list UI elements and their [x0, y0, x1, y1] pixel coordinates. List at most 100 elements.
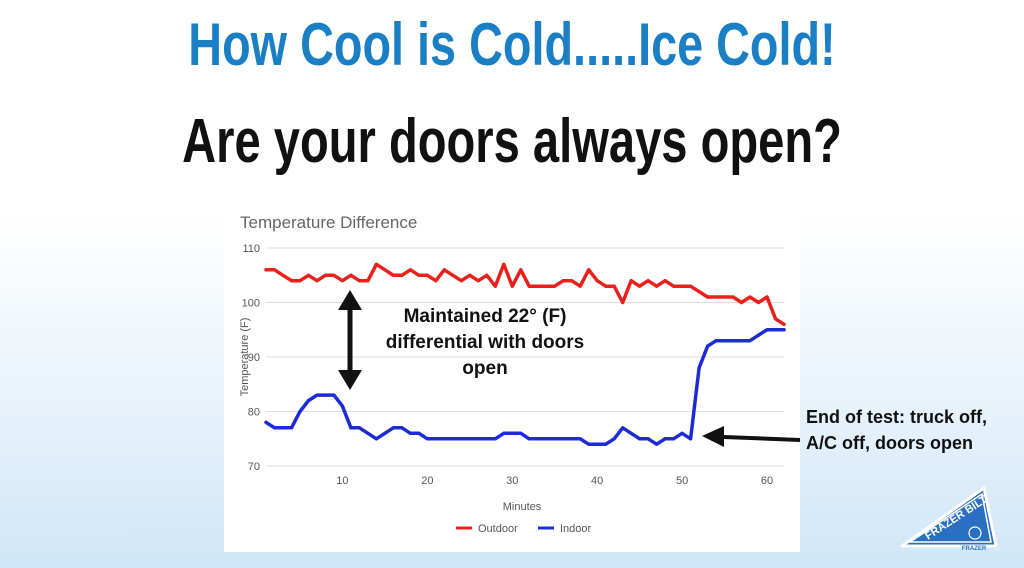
- data-point-outdoor: [773, 317, 778, 321]
- data-point-indoor: [281, 426, 285, 430]
- data-point-indoor: [400, 426, 404, 430]
- data-point-outdoor: [714, 295, 718, 299]
- data-point-indoor: [714, 339, 718, 343]
- slide-title: How Cool is Cold.....Ice Cold!: [188, 11, 836, 78]
- data-point-outdoor: [612, 284, 616, 288]
- differential-arrow-head-up: [338, 290, 362, 310]
- data-point-outdoor: [340, 279, 345, 283]
- data-point-indoor: [629, 431, 633, 435]
- data-point-outdoor: [553, 284, 557, 288]
- annotation-maintained-differential: Maintained 22° (F) differential with doo…: [385, 306, 585, 379]
- data-point-outdoor: [306, 273, 311, 277]
- data-point-indoor: [383, 431, 387, 435]
- data-point-outdoor: [264, 268, 268, 272]
- data-point-indoor: [366, 431, 370, 435]
- data-point-indoor: [578, 437, 582, 441]
- data-point-outdoor: [782, 322, 786, 326]
- legend-label-outdoor: Outdoor: [478, 523, 518, 535]
- y-tick-label: 100: [242, 298, 260, 310]
- data-point-indoor: [340, 404, 345, 408]
- data-point-outdoor: [544, 284, 548, 288]
- data-point-indoor: [782, 328, 786, 332]
- data-point-outdoor: [510, 284, 514, 288]
- data-point-indoor: [451, 437, 455, 441]
- data-point-outdoor: [272, 268, 277, 272]
- data-point-outdoor: [672, 284, 676, 288]
- data-point-outdoor: [502, 262, 506, 266]
- data-point-indoor: [315, 393, 319, 397]
- data-point-indoor: [391, 426, 395, 430]
- data-point-indoor: [510, 431, 514, 435]
- data-point-outdoor: [417, 273, 421, 277]
- end-of-test-arrow-shaft: [723, 435, 800, 442]
- data-point-outdoor: [604, 284, 608, 288]
- data-point-indoor: [697, 366, 701, 370]
- data-point-outdoor: [485, 273, 489, 277]
- data-point-outdoor: [561, 279, 565, 283]
- data-point-outdoor: [629, 279, 633, 283]
- data-point-indoor: [553, 437, 557, 441]
- chart-title: Temperature Difference: [240, 213, 417, 232]
- data-point-indoor: [646, 437, 650, 441]
- data-point-outdoor: [570, 279, 574, 283]
- chart-card: Temperature Difference 70 80 90 100 110 10 20 30…: [224, 200, 800, 552]
- data-point-indoor: [459, 437, 463, 441]
- data-point-indoor: [425, 437, 429, 441]
- data-point-indoor: [561, 437, 565, 441]
- data-point-outdoor: [400, 273, 404, 277]
- data-point-outdoor: [391, 273, 395, 277]
- data-point-indoor: [374, 437, 378, 441]
- data-point-indoor: [519, 431, 523, 435]
- data-point-outdoor: [442, 268, 446, 272]
- data-point-outdoor: [655, 284, 659, 288]
- data-point-outdoor: [595, 279, 599, 283]
- data-point-outdoor: [680, 284, 684, 288]
- data-point-indoor: [323, 393, 328, 397]
- data-point-outdoor: [739, 300, 744, 305]
- x-tick-label: 10: [336, 475, 348, 487]
- data-point-outdoor: [756, 300, 761, 305]
- data-point-outdoor: [315, 279, 319, 283]
- data-point-outdoor: [408, 268, 412, 272]
- data-point-outdoor: [425, 273, 429, 277]
- x-tick-label: 50: [676, 475, 688, 487]
- data-point-indoor: [688, 437, 693, 441]
- data-point-outdoor: [621, 300, 625, 305]
- data-point-indoor: [544, 437, 548, 441]
- data-point-indoor: [272, 426, 277, 430]
- slide-subtitle: Are your doors always open?: [182, 107, 842, 176]
- end-of-test-arrow-head: [702, 426, 724, 447]
- data-point-indoor: [357, 426, 362, 430]
- x-tick-label: 20: [421, 475, 433, 487]
- data-point-indoor: [748, 339, 752, 343]
- data-point-indoor: [468, 437, 472, 441]
- x-tick-label: 60: [761, 475, 773, 487]
- data-point-indoor: [332, 393, 336, 397]
- y-tick-label: 70: [248, 461, 260, 473]
- legend-label-indoor: Indoor: [560, 523, 592, 535]
- data-point-indoor: [756, 333, 761, 337]
- y-tick-label: 90: [248, 352, 260, 364]
- temperature-chart: Temperature Difference 70 80 90 100 110 10 20 30…: [239, 213, 800, 535]
- data-point-outdoor: [697, 290, 701, 294]
- data-point-indoor: [587, 442, 591, 446]
- data-point-outdoor: [705, 295, 710, 299]
- data-point-outdoor: [468, 273, 472, 277]
- x-tick-label: 30: [506, 475, 518, 487]
- logo-sub-text: FRAZER: [962, 546, 987, 552]
- data-point-outdoor: [374, 262, 378, 266]
- data-point-indoor: [604, 442, 608, 446]
- data-point-indoor: [722, 339, 727, 343]
- differential-arrow-head-down: [338, 370, 362, 390]
- annotation-end-of-test: End of test: truck off, A/C off, doors o…: [806, 407, 987, 453]
- data-point-outdoor: [519, 268, 523, 272]
- data-point-outdoor: [536, 284, 540, 288]
- data-point-indoor: [621, 426, 625, 430]
- data-point-indoor: [349, 426, 353, 430]
- data-point-indoor: [731, 339, 735, 343]
- data-point-indoor: [298, 409, 302, 414]
- data-point-outdoor: [281, 273, 285, 277]
- data-point-outdoor: [476, 279, 480, 283]
- data-point-outdoor: [493, 284, 497, 288]
- x-tick-label: 40: [591, 475, 603, 487]
